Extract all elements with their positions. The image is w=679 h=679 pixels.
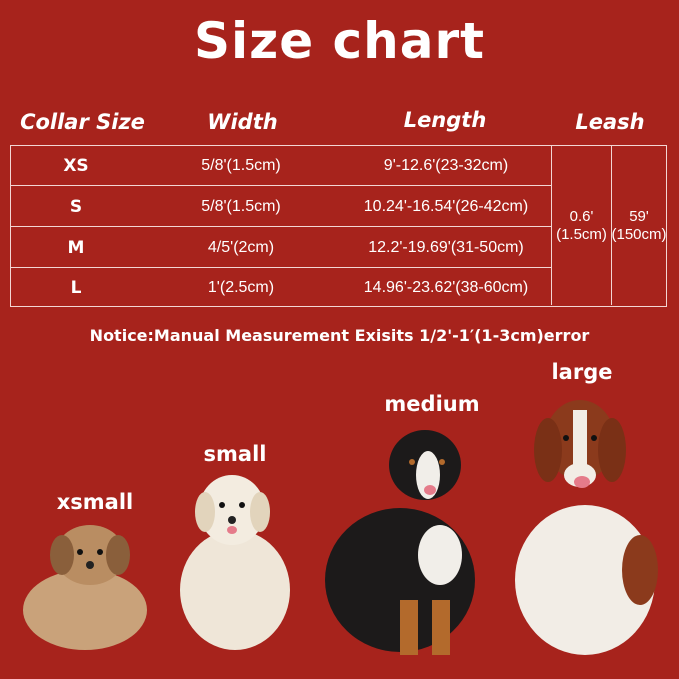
- length-cell: 12.2'-19.69'(31-50cm): [368, 239, 524, 256]
- length-cell: 9'-12.6'(23-32cm): [383, 157, 509, 174]
- dog-label-small: small: [203, 442, 267, 466]
- table-row: L 1'(2.5cm) 14.96'-23.62'(38-60cm): [11, 268, 551, 308]
- size-cell: XS: [63, 156, 89, 176]
- dog-label-large: large: [551, 360, 613, 384]
- header-length: Length: [403, 108, 487, 132]
- width-cell: 4/5'(2cm): [207, 239, 275, 256]
- table-row: S 5/8'(1.5cm) 10.24'-16.54'(26-42cm): [11, 187, 551, 227]
- large-dog-image: [515, 400, 658, 655]
- header-width: Width: [207, 110, 278, 134]
- dog-label-xsmall: xsmall: [56, 490, 134, 514]
- size-cell: S: [69, 197, 83, 217]
- leash-length-cell: 59' (150cm): [611, 146, 667, 305]
- dog-label-medium: medium: [384, 392, 480, 416]
- length-cell: 10.24'-16.54'(26-42cm): [363, 198, 529, 215]
- width-cell: 5/8'(1.5cm): [201, 157, 281, 174]
- header-collar-size: Collar Size: [20, 110, 145, 134]
- table-row: XS 5/8'(1.5cm) 9'-12.6'(23-32cm): [11, 146, 551, 186]
- small-dog-image: [180, 475, 290, 650]
- leash-length-in: 59': [629, 207, 649, 225]
- dog-photos: [23, 400, 658, 655]
- notice-text: Notice:Manual Measurement Exisits 1/2'-1…: [89, 326, 590, 345]
- length-cell: 14.96'-23.62'(38-60cm): [363, 279, 529, 296]
- leash-length-cm: (150cm): [611, 225, 667, 243]
- page-title: Size chart: [193, 12, 486, 70]
- size-cell: L: [70, 278, 82, 298]
- medium-dog-image: [325, 430, 475, 655]
- leash-width-in: 0.6': [569, 207, 594, 225]
- table-row: M 4/5'(2cm) 12.2'-19.69'(31-50cm): [11, 228, 551, 268]
- width-cell: 1'(2.5cm): [207, 279, 275, 296]
- leash-width-cell: 0.6' (1.5cm): [551, 146, 611, 305]
- header-leash: Leash: [575, 110, 645, 134]
- width-cell: 5/8'(1.5cm): [201, 198, 281, 215]
- leash-width-cm: (1.5cm): [556, 225, 607, 243]
- xsmall-dog-image: [23, 525, 147, 650]
- size-cell: M: [67, 238, 85, 258]
- size-table: XS 5/8'(1.5cm) 9'-12.6'(23-32cm) S 5/8'(…: [10, 145, 667, 307]
